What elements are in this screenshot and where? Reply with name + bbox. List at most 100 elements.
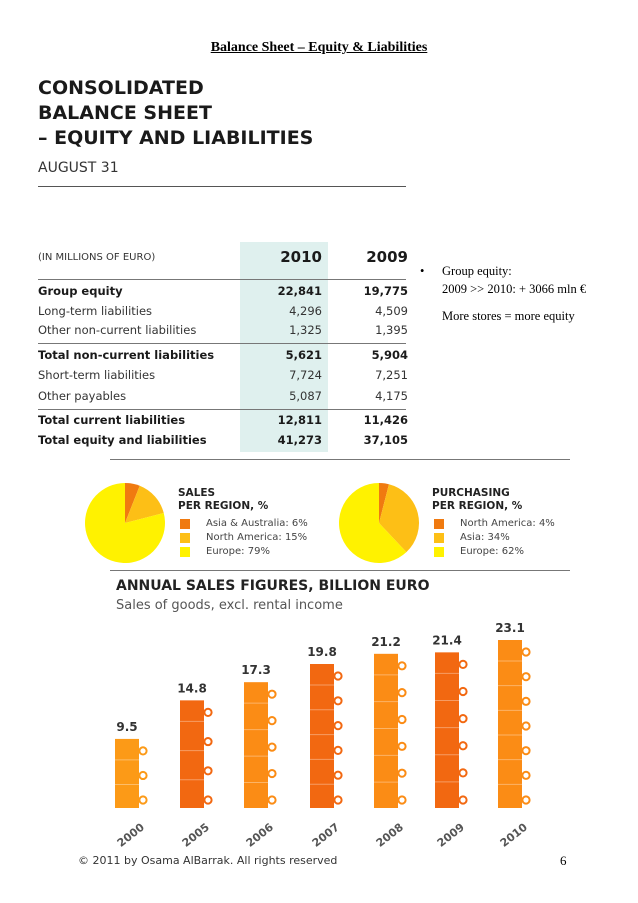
table-row: Total non-current liabilities 5,621 5,90… — [38, 346, 408, 366]
x-tick-label: 2005 — [180, 821, 212, 850]
pie-slice — [379, 483, 389, 523]
cup-handle — [203, 736, 213, 747]
row-value-2009: 19,775 — [363, 284, 408, 298]
purchasing-pie-chart — [339, 483, 419, 563]
legend-swatch — [434, 547, 444, 557]
cup-handle — [267, 742, 277, 752]
row-label: Total equity and liabilities — [38, 433, 207, 447]
bar-value-label: 9.5 — [116, 720, 137, 734]
pie-slice — [125, 485, 164, 523]
bar — [115, 738, 139, 808]
cup-handle — [458, 714, 468, 724]
row-value-2009: 4,175 — [375, 389, 408, 403]
row-value-2009: 11,426 — [363, 413, 408, 427]
bullet-icon: • — [420, 264, 425, 278]
legend-swatch — [434, 533, 444, 543]
cup-handle — [138, 770, 148, 781]
cup-handle — [333, 696, 343, 706]
year-current-header: 2010 — [280, 248, 322, 266]
sales-pie-title-line1: SALES — [178, 487, 216, 499]
legend-swatch — [180, 547, 190, 557]
cup-handle — [397, 768, 407, 778]
bar-2005 — [180, 700, 213, 810]
page-number: 6 — [560, 853, 567, 868]
cup-handle — [203, 707, 213, 717]
row-label: Short-term liabilities — [38, 368, 156, 382]
year-prior-header: 2009 — [366, 248, 408, 266]
table-row: Total current liabilities 12,811 11,426 — [38, 411, 408, 431]
row-value-2010: 41,273 — [277, 433, 322, 447]
bar-2008 — [374, 653, 407, 810]
row-value-2009: 4,509 — [375, 304, 408, 318]
table-row: Total equity and liabilities 41,273 37,1… — [38, 431, 408, 451]
sales-pie-title: SALES PER REGION, % — [178, 487, 268, 513]
row-value-2009: 7,251 — [375, 368, 408, 382]
bar-2007 — [310, 664, 343, 810]
row-label: Total current liabilities — [38, 413, 186, 427]
cup-handle — [267, 795, 277, 805]
table-row: Other non-current liabilities 1,325 1,39… — [38, 321, 408, 341]
cup-handle — [458, 741, 468, 751]
sales-chart-subtitle: Sales of goods, excl. rental income — [116, 598, 343, 613]
bar — [310, 664, 334, 808]
row-value-2010: 7,724 — [289, 368, 322, 382]
table-row: Short-term liabilities 7,724 7,251 — [38, 366, 408, 386]
cup-handle — [333, 745, 343, 756]
cup-handle — [333, 770, 343, 780]
legend-label: Europe: 79% — [206, 546, 270, 557]
pie-slice — [379, 484, 419, 553]
x-tick-label: 2007 — [310, 821, 342, 850]
legend-swatch — [434, 519, 444, 529]
row-value-2010: 5,087 — [289, 389, 322, 403]
purchasing-pie-title-line1: PURCHASING — [432, 487, 510, 499]
bar-2010 — [498, 640, 531, 810]
legend-label: Asia & Australia: 6% — [206, 518, 308, 529]
x-tick-label: 2006 — [244, 820, 276, 849]
legend-label: Europe: 62% — [460, 546, 524, 557]
cup-handle — [521, 721, 531, 731]
bar-2009 — [435, 652, 468, 810]
cup-handle — [333, 721, 343, 731]
cup-handle — [521, 746, 531, 756]
statement-title-line3: – EQUITY AND LIABILITIES — [38, 127, 314, 149]
bar-2006 — [244, 682, 277, 810]
cup-handle — [458, 659, 468, 669]
note-comment: More stores = more equity — [442, 309, 575, 323]
divider — [110, 570, 570, 571]
cup-handle — [521, 672, 531, 682]
page-title: Balance Sheet – Equity & Liabilities — [210, 40, 428, 55]
cup-handle — [397, 795, 407, 805]
table-header-divider — [38, 279, 406, 280]
bar — [180, 700, 204, 808]
table-divider — [38, 343, 406, 344]
sales-chart-title: ANNUAL SALES FIGURES, BILLION EURO — [116, 578, 430, 594]
statement-date: AUGUST 31 — [38, 160, 119, 176]
bar-value-label: 19.8 — [307, 645, 337, 659]
cup-handle — [458, 795, 468, 805]
bar-value-label: 21.4 — [432, 633, 462, 647]
row-value-2009: 1,395 — [375, 323, 408, 337]
cup-handle — [267, 716, 277, 726]
bar-value-label: 23.1 — [495, 621, 525, 635]
cup-handle — [458, 768, 468, 778]
divider — [38, 186, 406, 187]
cup-handle — [397, 688, 407, 698]
row-value-2009: 5,904 — [371, 348, 408, 362]
x-tick-label: 2010 — [498, 820, 530, 849]
bar-2000 — [115, 738, 148, 810]
pie-slice — [339, 483, 407, 563]
table-divider — [38, 409, 406, 410]
note-line: Group equity: — [442, 264, 512, 278]
cup-handle — [521, 770, 531, 780]
cup-handle — [521, 696, 531, 706]
current-year-highlight — [240, 242, 328, 452]
cup-handle — [138, 795, 148, 805]
legend-swatch — [180, 519, 190, 529]
table-row: Group equity 22,841 19,775 — [38, 282, 408, 302]
statement-title-line2: BALANCE SHEET — [38, 102, 212, 124]
cup-handle — [333, 795, 343, 805]
x-tick-label: 2008 — [374, 821, 406, 850]
cup-handle — [203, 766, 213, 776]
row-label: Group equity — [38, 284, 123, 298]
